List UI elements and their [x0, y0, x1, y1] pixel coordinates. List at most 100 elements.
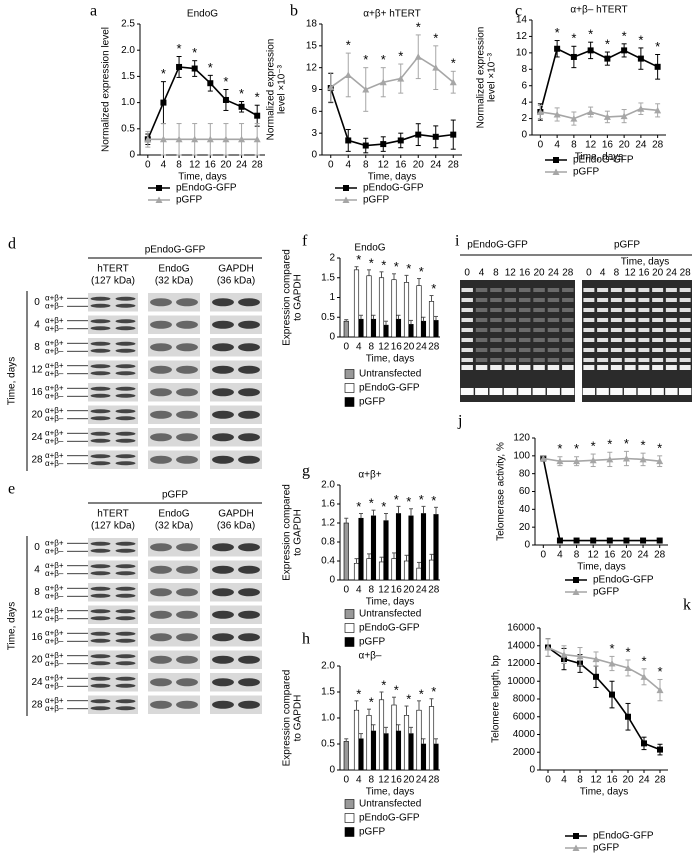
- primer-band: [503, 388, 517, 395]
- blot-band: [90, 699, 111, 704]
- marker: [573, 457, 581, 465]
- x-tick-label: 4: [356, 342, 362, 353]
- ladder-band: [610, 288, 622, 292]
- ladder-band: [638, 318, 650, 322]
- blot-band: [90, 296, 111, 301]
- significance: *: [657, 664, 662, 679]
- primer-band: [489, 388, 503, 395]
- marker: [608, 660, 616, 667]
- x-tick-label: 0: [538, 140, 544, 151]
- legend-swatch: [344, 623, 355, 633]
- blot-band: [176, 343, 198, 352]
- bar: [395, 730, 402, 771]
- x-tick-label: 28: [428, 775, 440, 786]
- blot-band: [212, 365, 234, 374]
- x-tick-label: 4: [161, 160, 167, 171]
- blot-band: [212, 633, 234, 642]
- blot-band: [90, 461, 111, 466]
- y-tick-label: 80: [519, 468, 531, 479]
- significance: *: [161, 66, 166, 81]
- blot-band: [90, 638, 111, 643]
- primer-band: [678, 388, 692, 395]
- ladder-band: [461, 358, 473, 362]
- time-label: 20: [31, 409, 43, 420]
- column-size: (32 kDa): [155, 276, 193, 287]
- y-tick-label: 12: [516, 31, 528, 42]
- significance: *: [406, 261, 411, 276]
- blot-band: [115, 541, 136, 546]
- marker: [253, 135, 261, 143]
- y-tick-label: 18: [306, 19, 318, 30]
- blot-band: [212, 700, 234, 709]
- blot-band: [150, 610, 172, 619]
- ladder-band: [652, 298, 664, 302]
- x-tick-label: 8: [368, 585, 374, 596]
- ladder-band: [665, 348, 677, 352]
- y-tick-label: 0: [524, 540, 530, 551]
- column-size: (36 kDa): [217, 276, 255, 287]
- y-axis-label: to GAPDH: [293, 274, 304, 321]
- blot-band: [238, 343, 260, 352]
- y-tick-label: 0: [329, 332, 335, 343]
- ladder-band: [624, 288, 636, 292]
- blot-band: [238, 678, 260, 687]
- marker: [572, 844, 580, 851]
- bar: [408, 733, 414, 771]
- control-band: [562, 365, 574, 370]
- ladder-band: [610, 308, 622, 312]
- x-axis-label: Time, days: [178, 172, 227, 183]
- y-tick-label: 8000: [513, 694, 536, 705]
- control-band: [624, 365, 636, 370]
- significance: *: [192, 45, 197, 60]
- marker: [640, 673, 648, 680]
- significance: *: [605, 36, 610, 51]
- blot-band: [176, 588, 198, 597]
- primer-band: [637, 388, 651, 395]
- legend-label: pGFP: [176, 195, 202, 206]
- significance: *: [607, 437, 612, 452]
- bar: [358, 738, 364, 771]
- primer-band: [561, 388, 575, 395]
- ladder-band: [638, 328, 650, 332]
- y-tick-label: 15: [306, 40, 318, 51]
- marker: [432, 133, 439, 140]
- bar: [403, 560, 410, 581]
- y-tick-label: 9: [311, 84, 317, 95]
- x-tick-label: 24: [638, 775, 650, 786]
- x-tick-label: 4: [557, 550, 563, 561]
- x-tick-label: 8: [574, 550, 580, 561]
- time-label: 4: [34, 319, 40, 330]
- x-tick-label: 0: [343, 342, 349, 353]
- blot-band: [115, 631, 136, 636]
- lane-label: 8: [493, 268, 499, 279]
- blot-band: [90, 348, 111, 353]
- x-tick-label: 12: [378, 775, 390, 786]
- y-tick-label: 10000: [507, 676, 535, 687]
- bar: [420, 513, 427, 581]
- ladder-band: [547, 308, 560, 312]
- blot-band: [115, 341, 136, 346]
- marker: [159, 135, 167, 143]
- y-tick-label: 1.0: [121, 97, 135, 108]
- y-tick-label: 0.5: [121, 123, 135, 134]
- ladder-band: [547, 298, 560, 302]
- significance: *: [657, 440, 662, 455]
- y-axis-label: Normalized expression: [476, 27, 487, 129]
- blot-band: [115, 571, 136, 576]
- blot-band: [90, 654, 111, 659]
- blot-band: [90, 564, 111, 569]
- blot-band: [212, 655, 234, 664]
- band-label: α+β–: [45, 569, 64, 578]
- y-tick-label: 0: [529, 765, 535, 776]
- x-axis-label: Time, days: [366, 597, 415, 608]
- marker: [587, 47, 594, 54]
- ladder-band: [562, 288, 574, 292]
- bar: [433, 743, 439, 771]
- band-label: α+β–: [45, 704, 64, 713]
- blot-band: [115, 699, 136, 704]
- control-band: [490, 365, 502, 370]
- marker: [620, 112, 628, 120]
- blot-band: [115, 386, 136, 391]
- marker: [570, 53, 577, 60]
- x-tick-label: 24: [416, 775, 428, 786]
